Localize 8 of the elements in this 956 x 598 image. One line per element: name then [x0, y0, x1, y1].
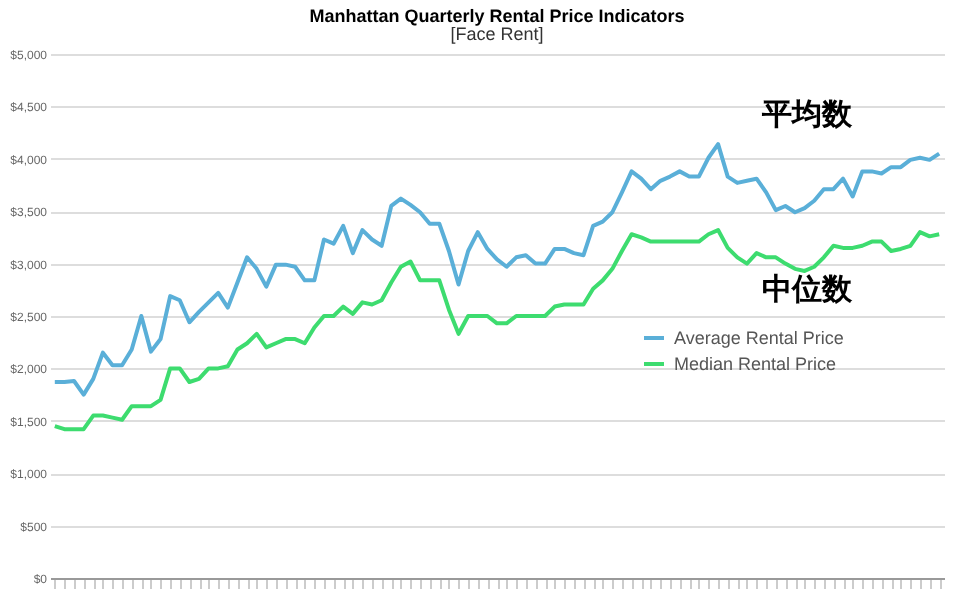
chart-subtitle: [Face Rent]: [450, 24, 544, 44]
line-series: [52, 228, 942, 432]
chart-title: Manhattan Quarterly Rental Price Indicators: [309, 6, 685, 26]
line-series: [52, 142, 942, 397]
legend-label: Median Rental Price: [674, 354, 837, 374]
legend-label: Average Rental Price: [674, 328, 844, 348]
annotation: 中位数: [761, 273, 854, 307]
annotation: 平均数: [759, 98, 854, 132]
